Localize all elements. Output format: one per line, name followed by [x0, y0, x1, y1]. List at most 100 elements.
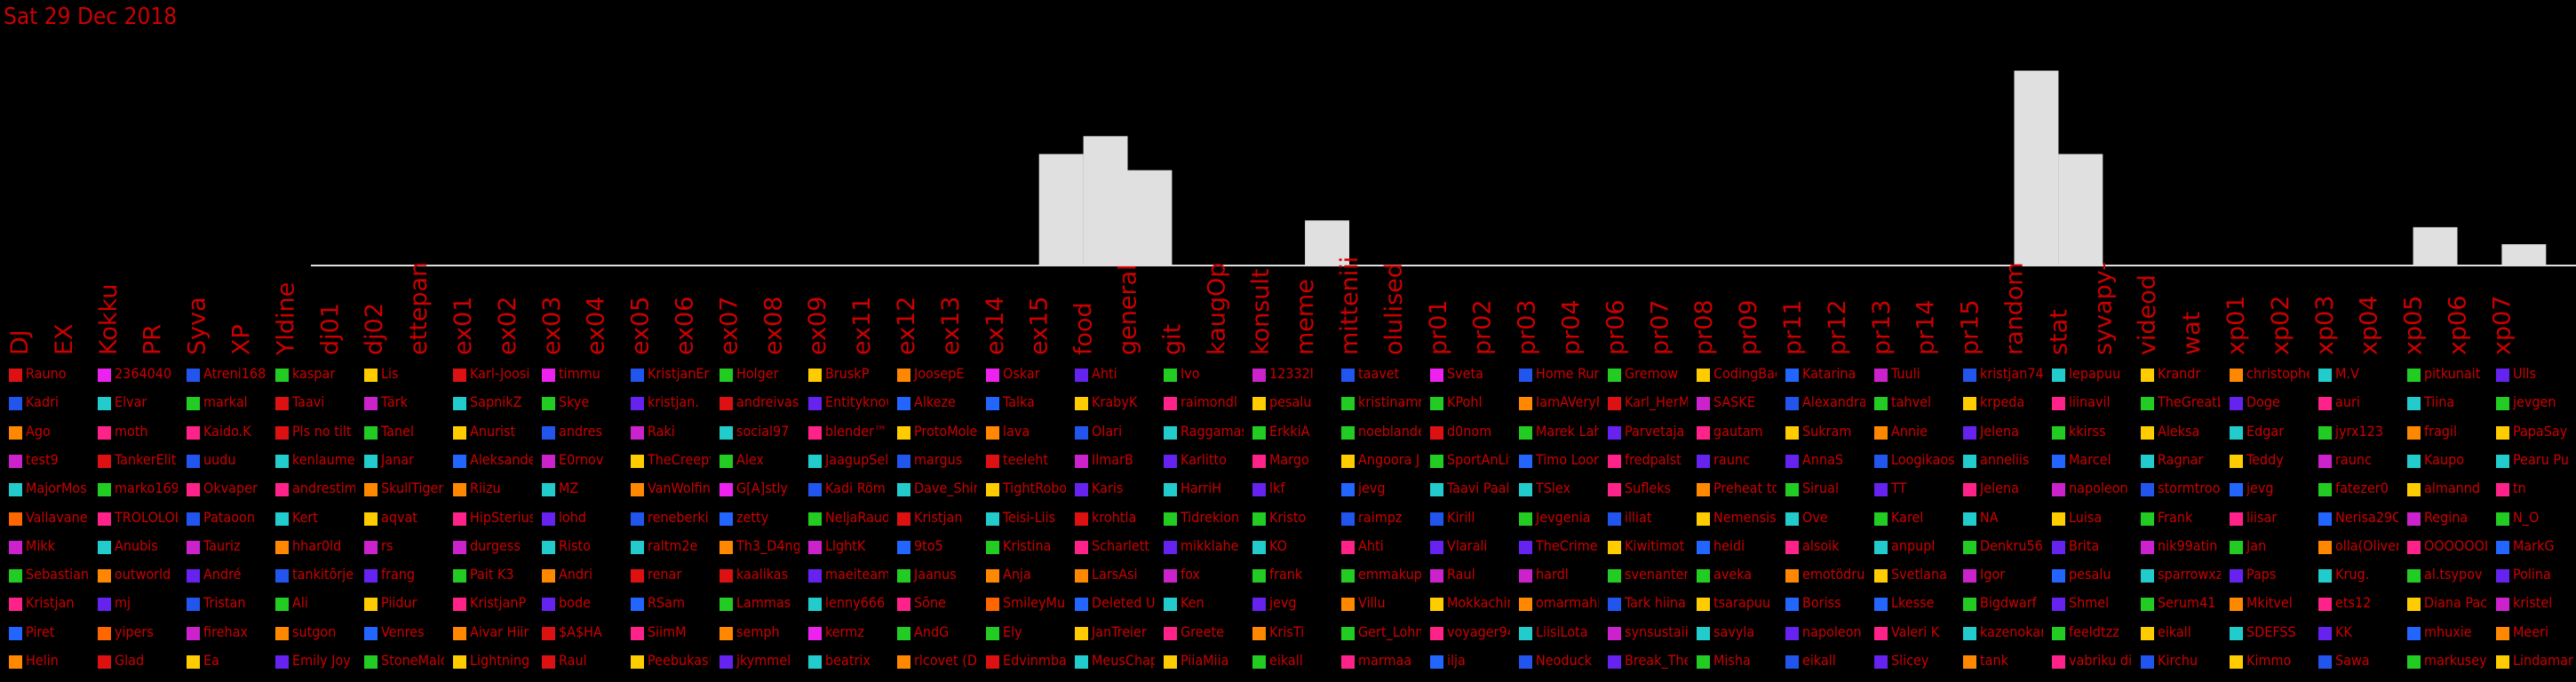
- legend-swatch: [1341, 369, 1355, 382]
- legend-item: Lkesse: [1865, 593, 1954, 615]
- legend-swatch: [1874, 369, 1888, 382]
- legend-swatch: [808, 512, 822, 526]
- legend-item: Dave_Shin: [888, 479, 977, 500]
- legend-label: ets12: [2335, 594, 2372, 612]
- legend-item: andres: [533, 422, 622, 443]
- legend-swatch: [1697, 540, 1710, 554]
- legend-item: TheCreepy: [622, 450, 711, 472]
- legend-swatch: [1341, 655, 1355, 669]
- legend-label: Polina: [2513, 566, 2551, 583]
- legend-item: olla(Oliver: [2310, 536, 2398, 558]
- legend-item: Piret: [0, 623, 89, 644]
- legend-swatch: [1164, 655, 1177, 669]
- legend-item: Mkitvel: [2221, 593, 2310, 615]
- legend-item: Olari: [1066, 422, 1155, 443]
- legend-label: Angoora J: [1358, 450, 1420, 468]
- legend-item: krohtla: [1066, 508, 1155, 529]
- legend-swatch: [1252, 569, 1266, 583]
- date-title: Sat 29 Dec 2018: [4, 4, 178, 30]
- legend-label: renar: [648, 566, 682, 583]
- legend-item: raimpz: [1332, 508, 1421, 529]
- legend-swatch: [897, 512, 910, 526]
- legend-swatch: [1608, 598, 1621, 612]
- legend-swatch: [808, 397, 822, 411]
- legend-label: OOOOOOII: [2424, 536, 2487, 554]
- legend-label: firehax: [203, 623, 248, 640]
- legend-swatch: [986, 369, 999, 382]
- legend-label: kristel: [2513, 594, 2553, 612]
- legend-item: IlmarB: [1066, 450, 1155, 472]
- legend-label: Jan: [2246, 536, 2267, 554]
- legend-item: SapnikZ: [444, 393, 533, 414]
- category-label: pr04: [1558, 299, 1586, 355]
- category-label: XP: [228, 324, 256, 355]
- legend-swatch: [986, 454, 999, 468]
- legend-label: Kimmo: [2246, 652, 2292, 669]
- legend-swatch: [1341, 626, 1355, 640]
- legend-item: Boriss: [1777, 593, 1865, 615]
- legend-item: andreivas: [711, 393, 799, 414]
- legend-swatch: [1164, 540, 1177, 554]
- legend-label: marko169: [115, 480, 178, 497]
- legend-label: Anubis: [115, 536, 158, 554]
- legend-label: anneliis: [1980, 450, 2030, 468]
- legend-label: TankerElit: [115, 450, 177, 468]
- legend-item: Jan: [2221, 536, 2310, 558]
- legend-item: eikall: [1777, 651, 1865, 672]
- legend-label: Regina: [2424, 508, 2469, 526]
- legend-item: N_O: [2487, 508, 2576, 529]
- legend-swatch: [1608, 655, 1621, 669]
- legend-swatch: [808, 369, 822, 382]
- legend-label: Tark hiina: [1625, 594, 1686, 612]
- legend-swatch: [1874, 540, 1888, 554]
- legend-label: PiiaMiia: [1181, 652, 1229, 669]
- legend-label: Lindamar: [2513, 652, 2573, 669]
- legend-label: Neoduck: [1536, 652, 1592, 669]
- legend-item: Entityknow: [799, 393, 888, 414]
- legend-item: beatrix: [799, 651, 888, 672]
- legend-swatch: [1963, 655, 1976, 669]
- legend-swatch: [542, 598, 555, 612]
- legend-swatch: [1519, 369, 1532, 382]
- legend-item: TROLOLOL: [89, 508, 178, 529]
- legend-label: Kadi Röm: [825, 480, 886, 497]
- legend-label: Anurist: [470, 422, 516, 440]
- legend-swatch: [2230, 369, 2243, 382]
- legend-swatch: [364, 569, 378, 583]
- legend-label: SkullTiger: [381, 480, 444, 497]
- legend-swatch: [1519, 397, 1532, 411]
- legend-label: lenny666: [825, 594, 886, 612]
- legend-swatch: [1430, 626, 1443, 640]
- legend-label: fredpalst: [1625, 450, 1682, 468]
- legend-item: Kristina: [977, 536, 1066, 558]
- legend-item: Annie: [1865, 422, 1954, 443]
- category-label: git: [1158, 324, 1186, 355]
- legend-item: IamAVeryF: [1510, 393, 1599, 414]
- legend-label: yipers: [115, 623, 154, 640]
- legend-label: Katarina: [1802, 365, 1856, 382]
- legend-label: lava: [1003, 422, 1030, 440]
- legend-item: Anubis: [89, 536, 178, 558]
- legend-item: Slicey: [1865, 651, 1954, 672]
- legend-swatch: [2407, 626, 2421, 640]
- legend-item: pesalu: [1244, 393, 1332, 414]
- legend-label: Okvaper: [203, 480, 258, 497]
- legend-swatch: [720, 454, 733, 468]
- legend-label: 9to5: [914, 536, 943, 554]
- legend-item: gautam: [1688, 422, 1777, 443]
- legend-item: Tiina: [2398, 393, 2487, 414]
- legend-label: Preheat to: [1713, 480, 1777, 497]
- legend-label: frank: [1269, 566, 1303, 583]
- legend-item: Th3_D4ngi: [711, 536, 799, 558]
- legend-item: Karis: [1066, 479, 1155, 500]
- legend-item: Kadi Röm: [799, 479, 888, 500]
- legend-label: Tauriz: [203, 536, 241, 554]
- legend-item: Tanel: [355, 422, 444, 443]
- legend-item: Loogikaosi: [1865, 450, 1954, 472]
- legend-item: Kiwitimot: [1599, 536, 1688, 558]
- category-label: Kokku: [95, 284, 123, 355]
- legend-item: mhuxie: [2398, 623, 2487, 644]
- legend-item: LiisiLota: [1510, 623, 1599, 644]
- legend-swatch: [1608, 369, 1621, 382]
- legend-item: nik99atin: [2132, 536, 2221, 558]
